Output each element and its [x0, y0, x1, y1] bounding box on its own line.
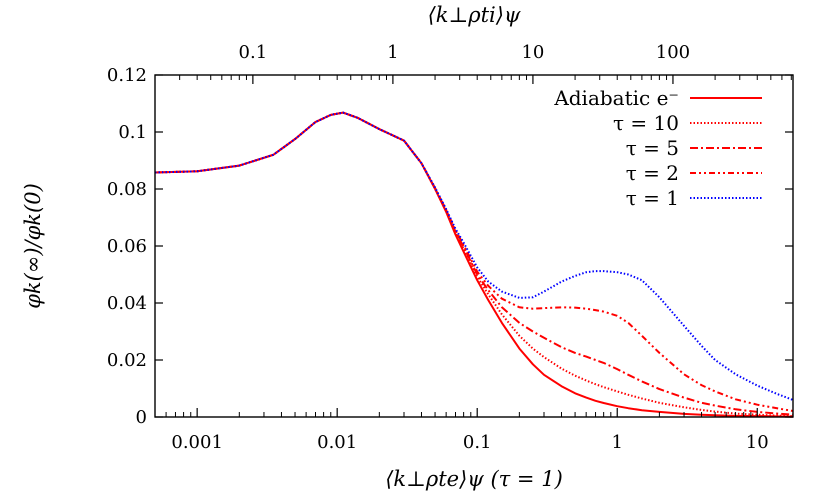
- series-line-5: [154, 111, 794, 401]
- x2-tick-label: 100: [656, 42, 690, 63]
- legend-label-2: τ = 10: [613, 111, 679, 135]
- legend-label-3: τ = 5: [626, 136, 679, 160]
- x2-tick-label: 0.1: [239, 42, 268, 63]
- x-tick-label: 0.01: [317, 432, 357, 453]
- y-axis-label: φk(∞)/φk(0): [21, 183, 45, 309]
- legend: Adiabatic e⁻τ = 10τ = 5τ = 2τ = 1: [553, 86, 762, 210]
- legend-label-4: τ = 2: [626, 161, 679, 185]
- x-tick-label: 0.1: [463, 432, 492, 453]
- x2-axis-label: ⟨k⊥ρti⟩ψ: [428, 3, 521, 27]
- y-tick-label: 0.02: [107, 350, 147, 371]
- y-tick-label: 0: [136, 407, 147, 428]
- series-group: [154, 111, 794, 418]
- x-tick-label: 0.001: [171, 432, 223, 453]
- x-axis-label: ⟨k⊥ρte⟩ψ (τ = 1): [385, 467, 563, 491]
- y-tick-label: 0.1: [118, 122, 147, 143]
- y-tick-label: 0.08: [107, 179, 147, 200]
- ticks-group: 00.020.040.060.080.10.120.001 0.01 0.1 1 100…: [107, 42, 793, 453]
- y-tick-label: 0.06: [107, 236, 147, 257]
- x-tick-label: 1: [612, 432, 623, 453]
- legend-label-5: τ = 1: [626, 186, 679, 210]
- x2-tick-label: 10: [521, 42, 544, 63]
- x-tick-label: 10: [746, 432, 769, 453]
- legend-label-1: Adiabatic e⁻: [553, 86, 679, 110]
- y-tick-label: 0.04: [107, 293, 147, 314]
- y-tick-label: 0.12: [107, 65, 147, 86]
- x2-tick-label: 1: [387, 42, 398, 63]
